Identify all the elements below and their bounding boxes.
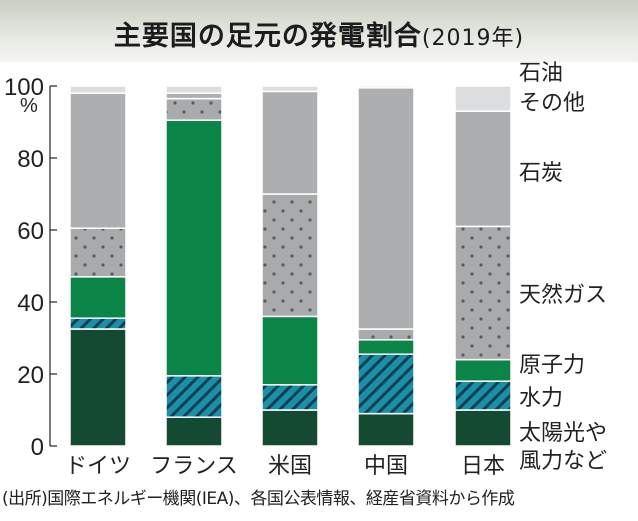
x-tick-label: 日本 <box>461 454 505 479</box>
legend-label: 原子力 <box>519 353 585 378</box>
legend-label: 太陽光や <box>519 421 607 446</box>
bar-segment <box>261 409 319 447</box>
y-tick-label: 60 <box>17 218 44 245</box>
bar-segment <box>165 416 223 447</box>
legend-label: 石炭 <box>519 161 563 186</box>
bar-segment <box>165 375 223 418</box>
title-band <box>0 0 638 62</box>
bar-segment <box>357 412 415 447</box>
y-tick-label: 0 <box>31 434 44 461</box>
bar-segment <box>165 85 223 94</box>
bar-segment <box>69 317 127 330</box>
chart-subtitle: (2019年) <box>421 26 525 51</box>
legend-label: 風力など <box>519 449 607 474</box>
bar-segment <box>261 90 319 195</box>
bar-segment <box>165 119 223 377</box>
legend-label: 天然ガス <box>519 283 607 308</box>
y-tick-label: 20 <box>17 362 44 389</box>
x-tick-label: 米国 <box>268 454 312 479</box>
bar-segment <box>357 339 415 355</box>
source-note: (出所)国際エネルギー機関(IEA)、各国公表情報、経産省資料から作成 <box>2 489 515 509</box>
x-tick-label: フランス <box>150 454 238 479</box>
bar-segment <box>454 358 512 382</box>
bar-segment <box>69 227 127 278</box>
bar-segment <box>454 110 512 228</box>
legend-label: 水力 <box>519 386 563 411</box>
bar-segment <box>261 315 319 386</box>
x-tick-label: 中国 <box>364 454 408 479</box>
bar-segment <box>261 193 319 318</box>
bar-segment <box>357 87 415 330</box>
legend-label: その他 <box>519 91 585 116</box>
bar-segment <box>165 97 223 121</box>
bar-segment <box>165 92 223 100</box>
bar-segment <box>454 225 512 361</box>
chart-title: 主要国の足元の発電割合(2019年) <box>113 21 525 52</box>
y-tick-label: 40 <box>17 290 44 317</box>
bar-segment <box>454 85 512 112</box>
legend-label: 石油 <box>519 61 563 86</box>
bar-segment <box>357 328 415 341</box>
bar-segment <box>69 328 127 447</box>
bar-segment <box>69 85 127 94</box>
y-tick-label: 80 <box>17 146 44 173</box>
bar-segment <box>69 276 127 319</box>
x-tick-label: ドイツ <box>65 454 131 479</box>
bar-segment <box>454 409 512 447</box>
bar-segment <box>261 384 319 411</box>
bar-segment <box>69 92 127 229</box>
bar-segment <box>454 380 512 411</box>
bar-segment <box>261 85 319 93</box>
y-unit-label: % <box>20 95 38 117</box>
bar-segment <box>357 353 415 415</box>
y-tick-label: 100 <box>4 74 44 101</box>
bar-segment <box>357 85 415 89</box>
